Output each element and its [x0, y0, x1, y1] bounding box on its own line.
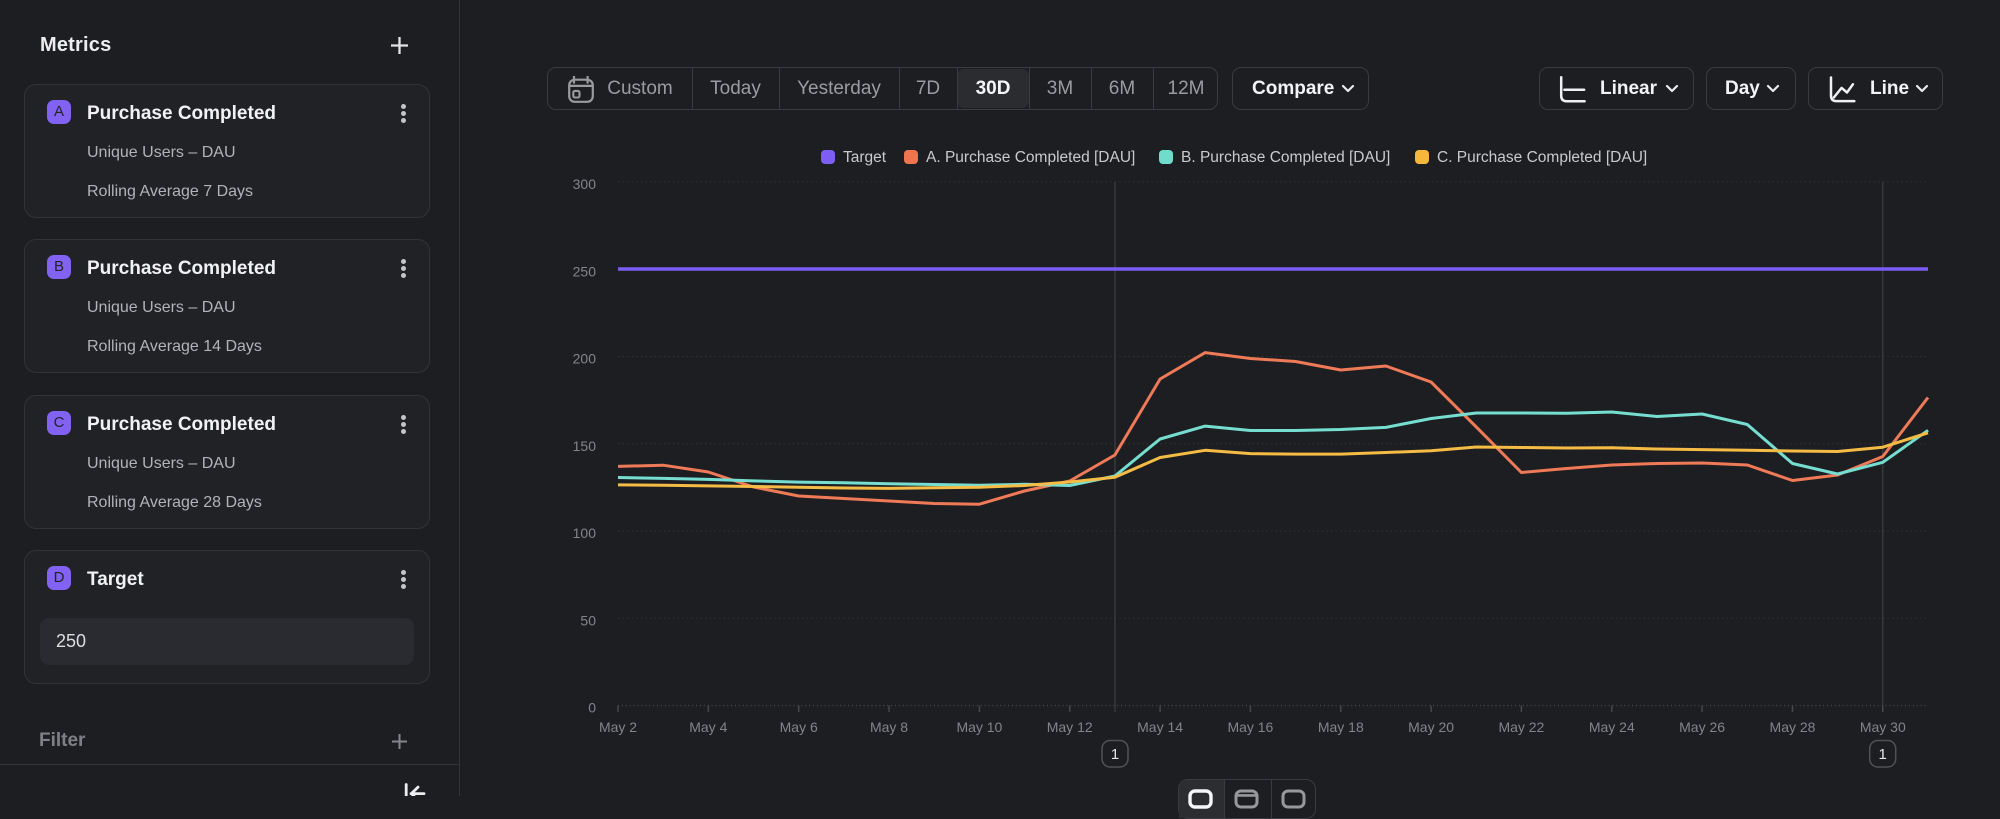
svg-text:200: 200 — [573, 351, 597, 367]
svg-text:0: 0 — [588, 700, 596, 716]
svg-text:May 24: May 24 — [1589, 719, 1635, 735]
svg-text:May 10: May 10 — [956, 719, 1002, 735]
svg-text:May 12: May 12 — [1047, 719, 1093, 735]
svg-text:300: 300 — [573, 176, 597, 192]
svg-text:May 26: May 26 — [1679, 719, 1725, 735]
svg-text:May 18: May 18 — [1318, 719, 1364, 735]
svg-text:1: 1 — [1879, 746, 1887, 763]
svg-text:May 28: May 28 — [1770, 719, 1816, 735]
svg-text:May 30: May 30 — [1860, 719, 1906, 735]
svg-text:250: 250 — [573, 263, 597, 279]
svg-text:100: 100 — [573, 525, 597, 541]
svg-text:May 8: May 8 — [870, 719, 908, 735]
svg-text:May 14: May 14 — [1137, 719, 1183, 735]
svg-text:May 2: May 2 — [599, 719, 637, 735]
svg-text:May 20: May 20 — [1408, 719, 1454, 735]
svg-text:May 22: May 22 — [1498, 719, 1544, 735]
svg-text:May 4: May 4 — [689, 719, 727, 735]
svg-text:1: 1 — [1111, 746, 1119, 763]
svg-text:May 16: May 16 — [1227, 719, 1273, 735]
svg-text:May 6: May 6 — [780, 719, 818, 735]
svg-text:150: 150 — [573, 438, 597, 454]
svg-text:50: 50 — [580, 612, 596, 628]
